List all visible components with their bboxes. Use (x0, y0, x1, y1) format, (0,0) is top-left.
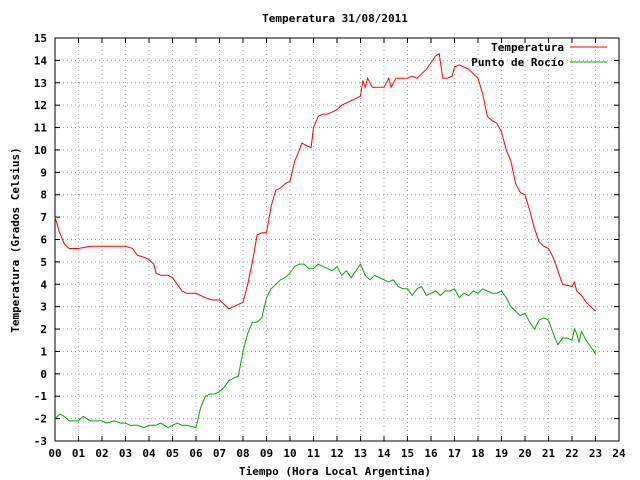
series-line-0 (54, 52, 596, 312)
legend-entry-temperatura: Temperatura (491, 41, 564, 54)
y-tick-label: 14 (34, 54, 48, 67)
x-tick-label: 16 (424, 447, 438, 460)
x-tick-label: 17 (448, 447, 461, 460)
x-tick-label: 15 (401, 447, 414, 460)
y-tick-label: 2 (40, 323, 47, 336)
x-tick-label: 23 (589, 447, 602, 460)
y-tick-label: -3 (34, 435, 47, 448)
x-tick-label: 08 (236, 447, 249, 460)
y-axis-label: Temperatura (Grados Celsius) (9, 147, 22, 332)
y-tick-label: 8 (40, 189, 47, 202)
x-tick-label: 00 (48, 447, 61, 460)
x-tick-label: 01 (72, 447, 86, 460)
x-tick-label: 22 (565, 447, 578, 460)
y-tick-label: 15 (34, 32, 47, 45)
y-tick-label: 3 (40, 301, 47, 314)
x-tick-label: 14 (377, 447, 391, 460)
x-tick-label: 09 (260, 447, 273, 460)
x-tick-label: 12 (330, 447, 343, 460)
x-tick-label: 13 (354, 447, 367, 460)
x-tick-label: 21 (542, 447, 556, 460)
legend: Temperatura Punto de Rocío (471, 41, 607, 69)
x-tick-label: 19 (495, 447, 508, 460)
x-axis-label: Tiempo (Hora Local Argentina) (239, 465, 431, 478)
x-tick-label: 03 (119, 447, 132, 460)
x-tick-label: 04 (142, 447, 156, 460)
y-tick-label: 10 (34, 144, 47, 157)
series-lines (54, 52, 596, 429)
legend-entry-punto-de-rocio: Punto de Rocío (471, 56, 564, 69)
y-tick-label: 13 (34, 77, 47, 90)
y-tick-label: 6 (40, 234, 47, 247)
x-tick-label: 24 (612, 447, 626, 460)
y-tick-label: 9 (40, 166, 47, 179)
grid-lines (55, 38, 619, 441)
x-tick-label: 10 (283, 447, 296, 460)
x-tick-label: 05 (166, 447, 179, 460)
x-tick-label: 06 (189, 447, 203, 460)
y-tick-label: 0 (40, 368, 47, 381)
x-tick-label: 11 (307, 447, 321, 460)
x-tick-label: 02 (95, 447, 108, 460)
x-tick-label: 07 (213, 447, 226, 460)
y-tick-label: 5 (40, 256, 47, 269)
y-tick-label: 12 (34, 99, 47, 112)
y-tick-label: 1 (40, 345, 47, 358)
y-tick-label: 11 (34, 122, 48, 135)
y-tick-label: 7 (40, 211, 47, 224)
y-tick-label: -2 (34, 413, 47, 426)
series-line-1 (54, 263, 596, 429)
y-tick-label: 4 (40, 278, 47, 291)
y-tick-label: -1 (34, 390, 48, 403)
x-tick-label: 18 (471, 447, 484, 460)
chart-title: Temperatura 31/08/2011 (262, 12, 408, 25)
x-tick-label: 20 (518, 447, 531, 460)
